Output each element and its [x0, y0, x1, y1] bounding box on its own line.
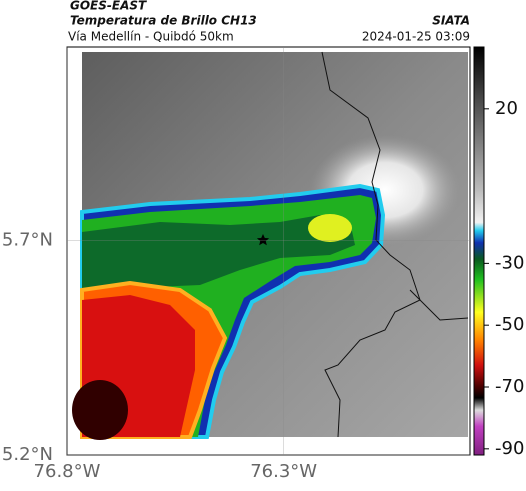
- colorbar-label: 20: [495, 98, 518, 119]
- axes: 76.8°W 76.3°W 5.7°N 5.2°N 20 -30 -50 -70 -90: [2, 47, 524, 482]
- y-tick-label: 5.7°N: [2, 229, 53, 250]
- colorbar-label: -70: [495, 376, 524, 397]
- cloud-dark: [72, 380, 128, 440]
- title: Temperatura de Brillo CH13: [70, 14, 257, 28]
- y-tick-label: 5.2°N: [2, 444, 53, 465]
- x-tick-label: 76.3°W: [250, 461, 317, 482]
- border: [409, 289, 469, 321]
- cloud-core: [82, 215, 355, 290]
- source: GOES-EAST: [70, 0, 147, 13]
- colorbar-label: -90: [495, 438, 524, 459]
- colorbar: [473, 46, 485, 456]
- subtitle: Vía Medellín - Quibdó 50km: [68, 30, 234, 44]
- org: SIATA: [432, 14, 470, 28]
- date: 2024-01-25 03:09: [362, 30, 470, 44]
- colorbar-label: -30: [495, 252, 524, 273]
- border: [321, 51, 421, 438]
- x-tick-label: 76.8°W: [34, 461, 101, 482]
- station: [256, 234, 270, 246]
- map: [66, 46, 471, 456]
- colorbar-label: -50: [495, 314, 524, 335]
- cloud-yellow: [308, 214, 352, 242]
